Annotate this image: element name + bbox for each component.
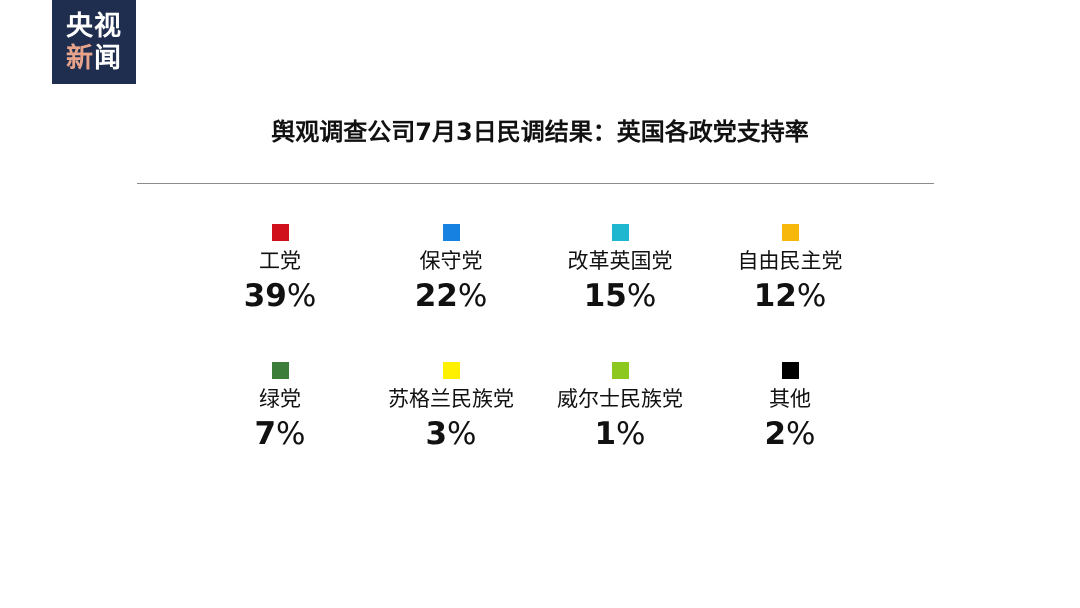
chart-title: 舆观调查公司7月3日民调结果：英国各政党支持率: [271, 118, 809, 146]
party-item: 其他 2%: [700, 362, 880, 452]
percent-sign: %: [626, 278, 657, 314]
percent-sign: %: [786, 416, 816, 452]
party-name: 苏格兰民族党: [388, 387, 514, 411]
party-support-value: 1%: [530, 414, 710, 454]
support-number: 1: [594, 416, 617, 452]
support-number: 7: [254, 416, 277, 452]
party-support-value: 2%: [700, 414, 880, 454]
party-name: 保守党: [419, 249, 483, 273]
party-item: 绿党 7%: [190, 362, 370, 452]
percent-sign: %: [796, 278, 827, 314]
party-item: 苏格兰民族党 3%: [361, 362, 541, 452]
logo-accent-char: 新: [66, 43, 94, 74]
support-number: 22: [414, 278, 458, 314]
support-number: 12: [753, 278, 797, 314]
support-number: 3: [425, 416, 448, 452]
party-support-value: 22%: [361, 276, 541, 316]
party-color-swatch: [442, 224, 460, 241]
party-color-swatch: [781, 362, 799, 379]
party-item: 改革英国党 15%: [530, 224, 710, 314]
party-item: 威尔士民族党 1%: [530, 362, 710, 452]
percent-sign: %: [276, 416, 306, 452]
cctv-news-logo: 央视 新闻: [52, 0, 136, 84]
percent-sign: %: [457, 278, 488, 314]
percent-sign: %: [616, 416, 646, 452]
party-item: 工党 39%: [190, 224, 370, 314]
logo-line-2: 新闻: [66, 43, 122, 75]
party-color-swatch: [781, 224, 799, 241]
party-color-swatch: [271, 362, 289, 379]
support-number: 15: [583, 278, 627, 314]
party-item: 自由民主党 12%: [700, 224, 880, 314]
party-support-value: 39%: [190, 276, 370, 316]
logo-line-1: 央视: [66, 11, 122, 42]
logo-char: 闻: [94, 43, 122, 74]
party-item: 保守党 22%: [361, 224, 541, 314]
party-name: 改革英国党: [567, 249, 673, 273]
percent-sign: %: [447, 416, 477, 452]
title-divider: [137, 183, 934, 184]
party-name: 工党: [259, 249, 301, 273]
party-color-swatch: [442, 362, 460, 379]
party-color-swatch: [611, 224, 629, 241]
support-number: 39: [243, 278, 287, 314]
party-support-value: 3%: [361, 414, 541, 454]
party-name: 其他: [769, 387, 811, 411]
party-name: 绿党: [259, 387, 301, 411]
party-color-swatch: [271, 224, 289, 241]
party-name: 威尔士民族党: [557, 387, 683, 411]
party-support-value: 15%: [530, 276, 710, 316]
party-support-value: 12%: [700, 276, 880, 316]
party-color-swatch: [611, 362, 629, 379]
party-name: 自由民主党: [737, 249, 843, 273]
party-support-value: 7%: [190, 414, 370, 454]
percent-sign: %: [286, 278, 317, 314]
support-number: 2: [764, 416, 787, 452]
